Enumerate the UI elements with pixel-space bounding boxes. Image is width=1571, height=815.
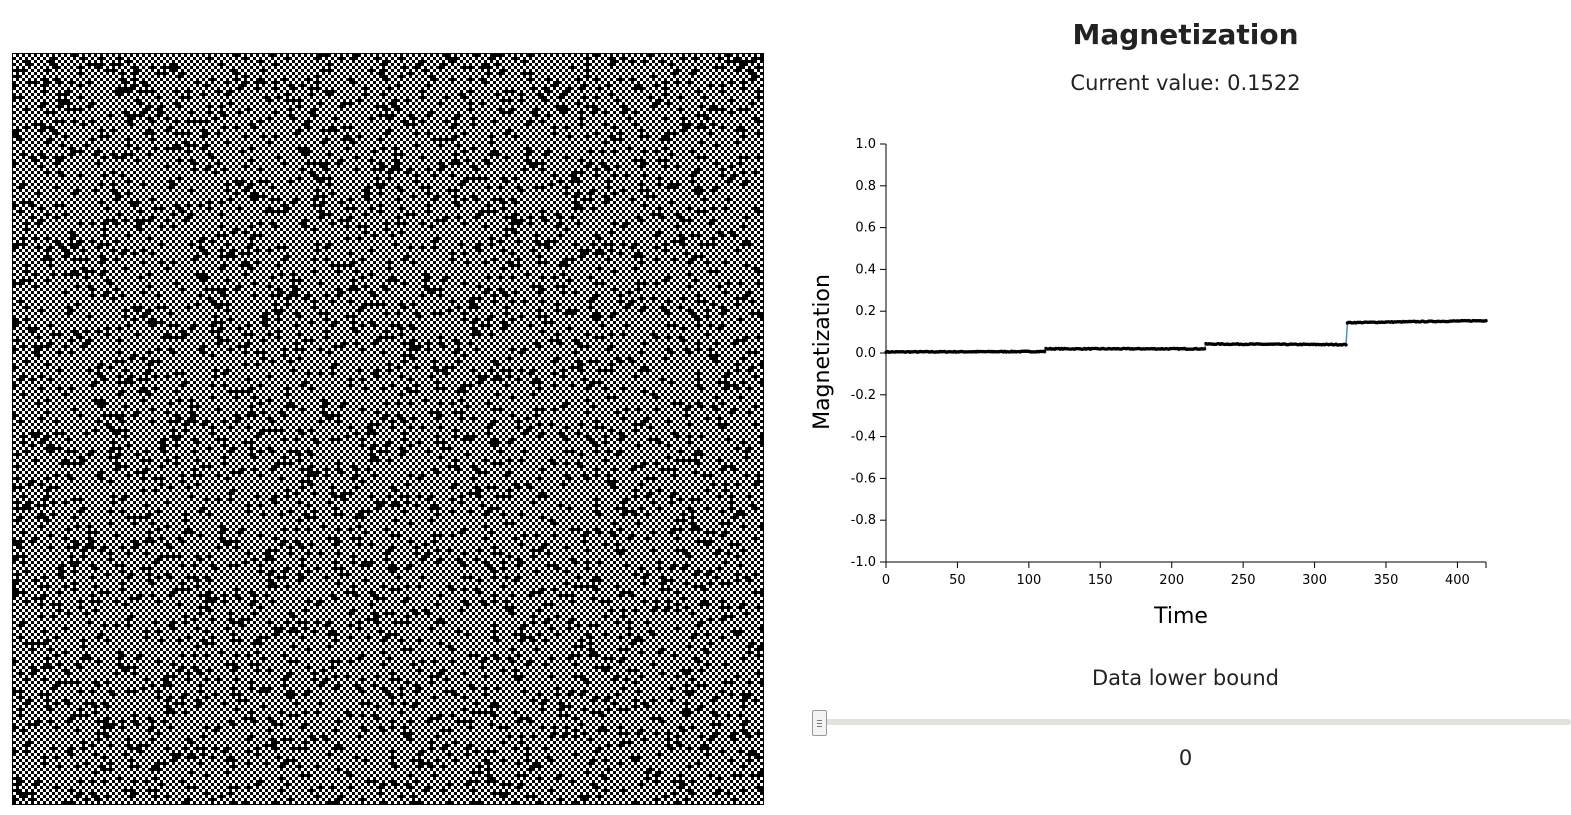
grip-line-icon [817,723,822,724]
y-tick-label: -0.8 [851,513,876,528]
x-tick-label: 200 [1159,573,1184,588]
x-axis-title: Time [1153,604,1208,629]
y-tick-label: -1.0 [851,555,876,570]
x-tick-label: 300 [1302,573,1327,588]
y-tick-label: -0.6 [851,471,876,486]
y-axis-title: Magnetization [810,274,835,430]
x-tick-label: 0 [882,573,890,588]
y-tick-label: -0.2 [851,388,876,403]
data-point [1042,350,1047,354]
x-tick-label: 50 [949,573,966,588]
grip-line-icon [817,720,822,721]
data-lower-bound-slider-track[interactable] [812,719,1571,725]
spin-lattice-panel [12,53,764,805]
data-point [1344,343,1348,347]
x-tick-label: 150 [1088,573,1113,588]
data-lower-bound-slider-handle[interactable] [812,710,827,736]
y-tick-label: 1.0 [855,137,876,152]
chart-panel: Magnetization Current value: 0.1522 1.0 0… [800,0,1571,815]
x-axis: 0 50 100 150 200 250 300 350 400 [882,561,1487,588]
y-tick-label: -0.4 [851,430,876,445]
magnetization-chart: 1.0 0.8 0.6 0.4 0.2 0.0 -0.2 -0.4 -0.6 -0.8 -1.0 0… [810,137,1488,629]
slider-label: Data lower bound [1091,666,1280,690]
y-tick-label: 0.0 [855,346,876,361]
spin-lattice-canvas [13,54,763,804]
data-point [1484,319,1488,323]
grip-line-icon [817,726,822,727]
data-point [1202,347,1207,351]
y-tick-label: 0.4 [855,262,876,277]
y-axis: 1.0 0.8 0.6 0.4 0.2 0.0 -0.2 -0.4 -0.6 -0.8 -1.0 [851,137,887,570]
series-layer [884,318,1488,355]
y-tick-label: 0.6 [855,221,876,236]
chart-title: Magnetization [1072,18,1299,51]
current-value-label: Current value: 0.1522 [1070,71,1301,95]
x-tick-label: 100 [1016,573,1041,588]
x-tick-label: 250 [1231,573,1256,588]
y-tick-label: 0.2 [855,304,876,319]
x-tick-label: 350 [1374,573,1399,588]
y-tick-label: 0.8 [855,179,876,194]
x-tick-label: 400 [1445,573,1470,588]
slider-value: 0 [1178,746,1193,770]
